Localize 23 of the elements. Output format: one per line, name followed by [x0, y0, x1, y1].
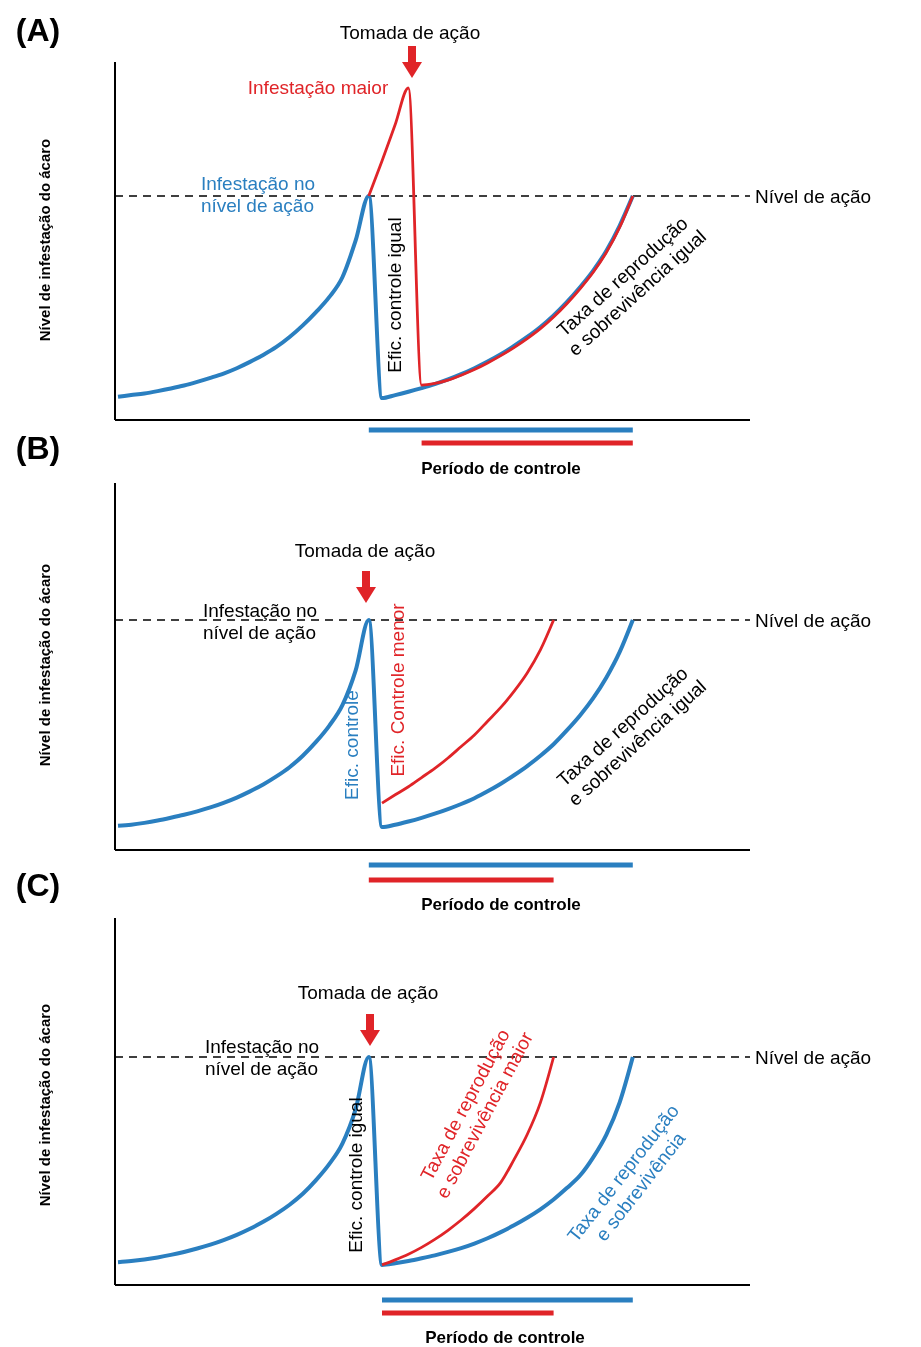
y-axis-title: Nível de infestação do ácaro [36, 563, 54, 767]
annotation: Efic. controle [341, 690, 363, 800]
annotation: Efic. controle igual [384, 217, 406, 373]
text: Tomada de ação [294, 540, 436, 562]
y-axis-title: Nível de infestação do ácaro [36, 138, 54, 342]
y-axis-title: Nível de infestação do ácaro [36, 1003, 54, 1207]
x-axis-title: Período de controle [421, 459, 581, 479]
ref-line-label: Nível de ação [755, 609, 872, 631]
chart-title: (A) [15, 11, 61, 49]
annotation: Efic. Controle menor [387, 603, 409, 777]
chart-title: (C) [15, 866, 61, 904]
x-axis-title: Período de controle [421, 895, 581, 915]
ref-line-label: Nível de ação [755, 1046, 872, 1068]
annotation: Efic. controle igual [345, 1097, 367, 1253]
annotation: Infestação maior [247, 77, 389, 99]
text: Tomada de ação [297, 982, 439, 1004]
text: Tomada de ação [339, 22, 481, 44]
annotation: Infestação no nível de ação [204, 1036, 320, 1080]
x-axis-title: Período de controle [425, 1328, 585, 1347]
annotation: Infestação no nível de ação [200, 173, 316, 217]
chart-title: (B) [15, 429, 61, 467]
ref-line-label: Nível de ação [755, 185, 872, 207]
annotation: Infestação no nível de ação [202, 600, 318, 644]
